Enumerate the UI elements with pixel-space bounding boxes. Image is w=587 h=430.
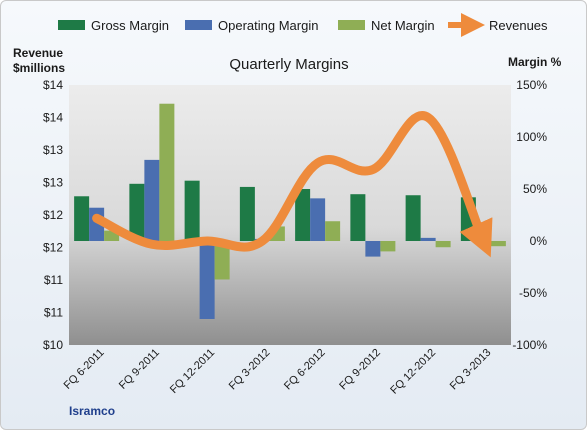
right-tick-label: 0% xyxy=(530,234,548,248)
x-axis-ticks: FQ 6-2011 FQ 9-2011 FQ 12-2011 FQ 3-2012 FQ … xyxy=(62,347,494,397)
bar-operating-margin xyxy=(420,237,436,241)
bar-gross-margin xyxy=(350,194,366,241)
bar-gross-margin xyxy=(74,196,90,241)
bar-net-margin xyxy=(380,241,396,252)
left-axis-ticks: $10 $11 $11 $12 $12 $13 $13 $14 $14 xyxy=(43,78,63,352)
bar-net-margin xyxy=(490,241,506,247)
bar-net-margin xyxy=(159,103,175,241)
bar-gross-margin xyxy=(129,183,145,241)
legend-label-net-margin: Net Margin xyxy=(371,18,435,33)
x-tick-label: FQ 3-2013 xyxy=(448,347,494,393)
bar-operating-margin xyxy=(199,241,215,319)
y-right-label: Margin % xyxy=(508,55,562,69)
left-tick-label: $10 xyxy=(43,338,63,352)
right-tick-label: 50% xyxy=(523,182,547,196)
right-axis-ticks: -100% -50% 0% 50% 100% 150% xyxy=(512,78,547,352)
left-tick-label: $12 xyxy=(43,241,63,255)
right-tick-label: -100% xyxy=(512,338,547,352)
x-tick-label: FQ 9-2012 xyxy=(337,347,383,393)
left-tick-label: $12 xyxy=(43,208,63,222)
right-tick-label: -50% xyxy=(519,286,547,300)
bar-gross-margin xyxy=(239,186,255,241)
bar-operating-margin xyxy=(365,241,381,257)
left-tick-label: $13 xyxy=(43,143,63,157)
x-tick-label: FQ 12-2012 xyxy=(388,347,438,397)
right-tick-label: 100% xyxy=(516,130,547,144)
left-tick-label: $14 xyxy=(43,111,63,125)
x-tick-label: FQ 6-2012 xyxy=(282,347,328,393)
bar-marks xyxy=(74,103,506,319)
legend-item-gross-margin: Gross Margin xyxy=(58,18,169,33)
left-tick-label: $13 xyxy=(43,176,63,190)
company-label: Isramco xyxy=(69,404,115,418)
left-tick-label: $11 xyxy=(44,306,63,320)
bar-net-margin xyxy=(325,221,341,241)
legend-item-revenues: Revenues xyxy=(448,13,548,37)
bar-net-margin xyxy=(214,241,230,280)
legend-swatch-net-margin xyxy=(338,20,365,30)
legend-swatch-operating-margin xyxy=(185,20,212,30)
bar-net-margin xyxy=(435,241,451,248)
bar-gross-margin xyxy=(405,195,421,241)
y-left-label-line2: $millions xyxy=(13,61,65,75)
bar-operating-margin xyxy=(144,159,160,241)
bar-gross-margin xyxy=(184,180,200,241)
x-tick-label: FQ 9-2011 xyxy=(117,347,162,392)
bar-gross-margin xyxy=(295,189,311,241)
y-left-label-line1: Revenue xyxy=(13,46,63,60)
legend-label-operating-margin: Operating Margin xyxy=(218,18,318,33)
chart-title: Quarterly Margins xyxy=(229,56,348,73)
left-tick-label: $14 xyxy=(43,78,63,92)
legend: Gross Margin Operating Margin Net Margin… xyxy=(58,13,548,37)
legend-swatch-gross-margin xyxy=(58,20,85,30)
legend-item-net-margin: Net Margin xyxy=(338,18,435,33)
x-tick-label: FQ 12-2011 xyxy=(168,347,217,396)
bar-net-margin xyxy=(104,230,120,241)
legend-item-operating-margin: Operating Margin xyxy=(185,18,318,33)
revenue-line-group xyxy=(92,111,493,258)
legend-label-revenues: Revenues xyxy=(489,18,548,33)
left-tick-label: $11 xyxy=(44,273,63,287)
x-tick-label: FQ 6-2011 xyxy=(62,347,107,392)
right-tick-label: 150% xyxy=(516,78,547,92)
bar-operating-margin xyxy=(310,198,326,241)
legend-label-gross-margin: Gross Margin xyxy=(91,18,169,33)
x-tick-label: FQ 3-2012 xyxy=(227,347,273,393)
